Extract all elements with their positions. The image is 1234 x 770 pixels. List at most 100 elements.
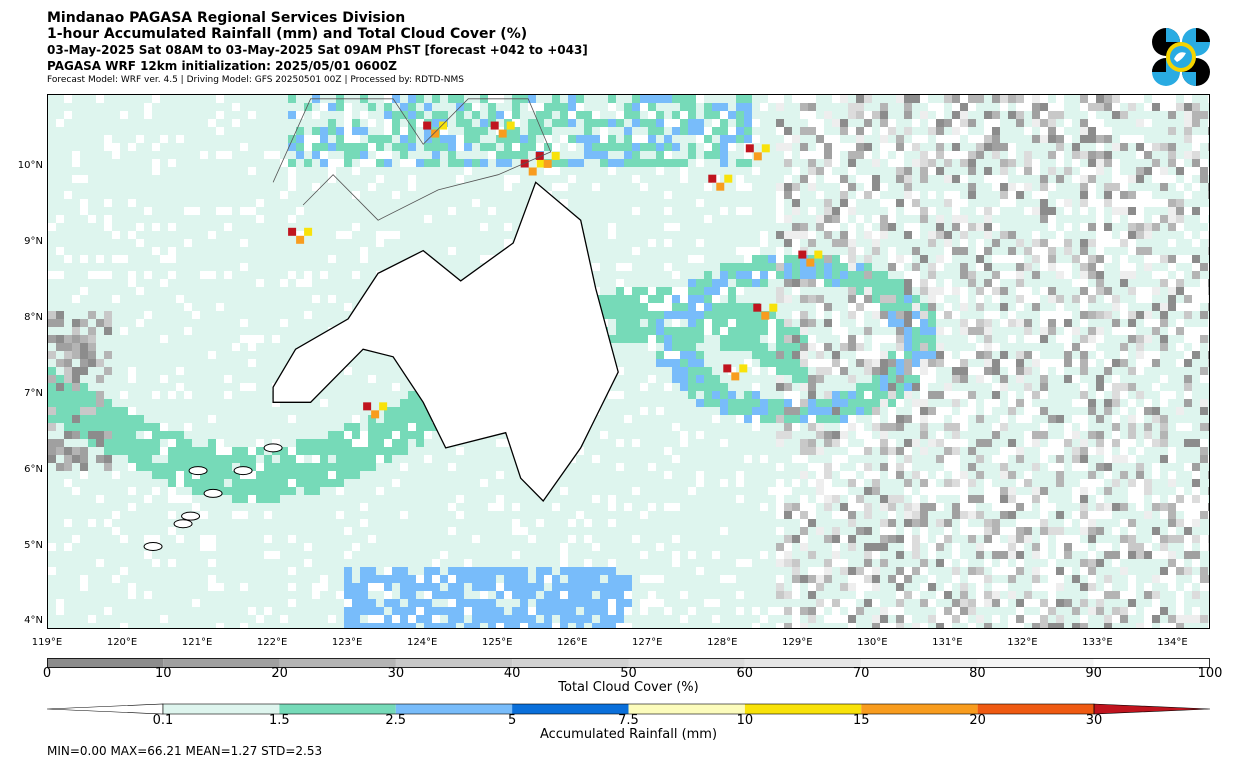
field-cell	[48, 407, 56, 415]
field-cell	[1184, 295, 1192, 303]
field-cell	[264, 535, 272, 543]
field-cell	[744, 103, 752, 111]
field-cell	[816, 367, 824, 375]
rainfall-extension-high	[1093, 703, 1211, 715]
field-cell	[624, 303, 632, 311]
field-cell	[832, 463, 840, 471]
field-cell	[1128, 519, 1136, 527]
field-cell	[848, 543, 856, 551]
field-cell	[592, 575, 600, 583]
field-cell	[944, 327, 952, 335]
field-cell	[680, 351, 688, 359]
field-cell	[464, 575, 472, 583]
field-cell	[1168, 279, 1176, 287]
field-cell	[1024, 183, 1032, 191]
field-cell	[680, 311, 688, 319]
field-cell	[440, 111, 448, 119]
field-cell	[304, 471, 312, 479]
lat-label: 6°N	[24, 463, 43, 475]
field-cell	[1136, 119, 1144, 127]
field-cell	[1200, 135, 1208, 143]
field-cell	[1128, 191, 1136, 199]
field-cell	[1080, 279, 1088, 287]
field-cell	[712, 103, 720, 111]
field-cell	[672, 327, 680, 335]
field-cell	[640, 303, 648, 311]
field-cell	[352, 583, 360, 591]
field-cell	[1152, 599, 1160, 607]
field-cell	[720, 119, 728, 127]
field-cell	[1024, 319, 1032, 327]
field-cell	[176, 455, 184, 463]
field-cell	[1144, 591, 1152, 599]
field-cell	[1096, 335, 1104, 343]
field-cell	[1112, 527, 1120, 535]
field-cell	[1176, 207, 1184, 215]
page-subtitle: 1-hour Accumulated Rainfall (mm) and Tot…	[47, 26, 528, 42]
field-cell	[1144, 543, 1152, 551]
field-cell	[464, 127, 472, 135]
field-cell	[912, 231, 920, 239]
field-cell	[152, 167, 160, 175]
field-cell	[1016, 567, 1024, 575]
field-cell	[776, 503, 784, 511]
field-cell	[1072, 623, 1080, 628]
field-cell	[376, 239, 384, 247]
field-cell	[832, 599, 840, 607]
field-cell	[1064, 311, 1072, 319]
field-cell	[552, 95, 560, 103]
field-cell	[976, 295, 984, 303]
field-cell	[976, 455, 984, 463]
field-cell	[416, 111, 424, 119]
field-cell	[264, 511, 272, 519]
field-cell	[136, 447, 144, 455]
field-cell	[1120, 383, 1128, 391]
field-cell	[552, 167, 560, 175]
field-cell	[1168, 503, 1176, 511]
field-cell	[768, 255, 776, 263]
field-cell	[1024, 151, 1032, 159]
field-cell	[1008, 543, 1016, 551]
field-cell	[1144, 223, 1152, 231]
field-cell	[128, 423, 136, 431]
field-cell	[376, 623, 384, 628]
field-cell	[1088, 519, 1096, 527]
field-cell	[952, 375, 960, 383]
field-cell	[688, 287, 696, 295]
field-cell	[1104, 127, 1112, 135]
field-cell	[400, 583, 408, 591]
field-cell	[968, 447, 976, 455]
field-cell	[872, 215, 880, 223]
field-cell	[440, 607, 448, 615]
field-cell	[1064, 335, 1072, 343]
field-cell	[832, 159, 840, 167]
field-cell	[264, 479, 272, 487]
field-cell	[1192, 351, 1200, 359]
field-cell	[880, 519, 888, 527]
rain-spot	[431, 129, 440, 138]
field-cell	[1200, 503, 1208, 511]
field-cell	[784, 159, 792, 167]
field-cell	[928, 303, 936, 311]
field-cell	[1152, 495, 1160, 503]
field-cell	[856, 175, 864, 183]
field-cell	[1112, 423, 1120, 431]
field-cell	[640, 103, 648, 111]
field-cell	[688, 103, 696, 111]
field-cell	[128, 591, 136, 599]
rainfall-cloud-map	[48, 95, 1209, 628]
field-cell	[984, 575, 992, 583]
field-cell	[744, 271, 752, 279]
field-cell	[176, 383, 184, 391]
field-cell	[944, 407, 952, 415]
field-cell	[1112, 207, 1120, 215]
field-cell	[72, 423, 80, 431]
field-cell	[784, 335, 792, 343]
field-cell	[88, 343, 96, 351]
field-cell	[752, 319, 760, 327]
field-cell	[856, 247, 864, 255]
field-cell	[848, 207, 856, 215]
field-cell	[72, 447, 80, 455]
field-cell	[816, 223, 824, 231]
field-cell	[816, 295, 824, 303]
